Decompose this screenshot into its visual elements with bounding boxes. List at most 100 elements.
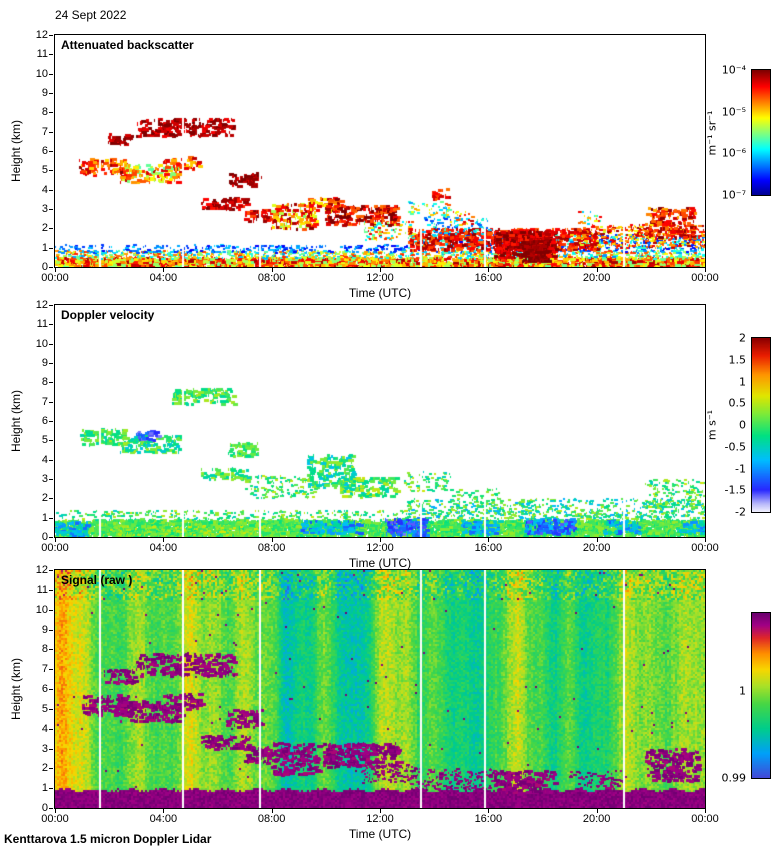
colorbar-tick-label: -0.5 [724,440,746,454]
footer-instrument-label: Kenttarova 1.5 micron Doppler Lidar [4,832,212,846]
x-tick-label: 04:00 [149,813,178,825]
date-label: 24 Sept 2022 [55,8,127,22]
x-tick-mark [488,538,490,542]
y-tick-mark [49,73,53,75]
x-tick-mark [596,268,598,272]
y-tick-label: 2 [41,762,48,775]
x-tick-label: 00:00 [691,813,719,825]
y-tick-label: 8 [41,376,48,389]
y-tick-mark [49,247,53,249]
y-tick-label: 10 [35,603,48,616]
y-tick-mark [49,498,53,500]
velocity-heatmap [54,304,706,538]
y-tick-label: 12 [35,299,48,311]
y-tick-mark [49,131,53,133]
y-tick-mark [49,589,53,591]
signal-colorbar [751,612,771,779]
colorbar-tick-label: 10⁻⁴ [721,63,746,77]
x-tick-label: 20:00 [582,272,611,284]
y-tick-label: 5 [41,702,48,715]
y-tick-label: 4 [41,453,48,466]
x-tick-label: 08:00 [257,542,286,554]
x-tick-mark [596,809,598,813]
y-tick-mark [49,440,53,442]
y-tick-mark [49,479,53,480]
y-tick-label: 10 [35,67,48,80]
x-tick-label: 16:00 [474,272,503,284]
velocity-colorbar-unit-label: m s⁻¹ [705,409,719,441]
panel-title-backscatter: Attenuated backscatter [61,38,194,52]
x-tick-mark [596,538,598,542]
y-tick-label: 2 [41,492,48,505]
x-tick-label: 12:00 [366,272,394,284]
x-tick-label: 12:00 [366,813,394,825]
y-tick-mark [49,343,53,345]
colorbar-tick-label: 10⁻⁷ [721,188,746,202]
colorbar-tick-label: 10⁻⁵ [721,105,746,119]
y-tick-label: 1 [41,511,48,524]
y-tick-mark [49,151,53,152]
y-tick-mark [49,267,53,268]
y-tick-mark [49,170,53,172]
y-tick-label: 0 [41,531,48,543]
y-tick-mark [49,382,53,384]
y-tick-label: 11 [36,48,48,61]
colorbar-tick-label: 0 [739,418,746,432]
y-tick-label: 9 [41,357,48,369]
x-tick-label: 00:00 [41,813,69,825]
colorbar-tick-label: 1 [739,375,746,388]
y-tick-mark [49,459,53,461]
x-tick-mark [271,809,273,813]
y-tick-label: 5 [41,164,48,177]
backscatter-colorbar [751,69,771,196]
y-tick-mark [49,54,53,56]
x-tick-mark [380,538,381,542]
x-tick-label: 00:00 [691,272,719,284]
x-tick-label: 04:00 [149,272,178,284]
y-tick-label: 2 [41,222,48,235]
y-tick-label: 9 [41,623,48,636]
x-tick-mark [705,809,706,813]
y-tick-mark [49,748,53,750]
x-tick-mark [163,809,165,813]
y-tick-label: 7 [41,395,48,408]
y-tick-label: 3 [41,473,48,485]
y-tick-mark [49,363,53,364]
y-tick-label: 9 [41,87,48,99]
colorbar-tick-label: -1.5 [724,483,746,497]
x-tick-mark [163,268,165,272]
y-tick-label: 6 [41,683,48,695]
height-axis-label: Height (km) [9,389,23,453]
x-tick-label: 08:00 [257,272,286,284]
y-tick-label: 4 [41,183,48,196]
y-tick-mark [49,517,53,519]
y-tick-mark [49,768,53,770]
colorbar-tick-label: -1 [735,462,746,475]
colorbar-tick-label: -2 [735,505,746,519]
y-tick-mark [49,708,53,710]
x-tick-mark [380,268,381,272]
x-tick-label: 20:00 [582,813,611,825]
y-tick-mark [49,570,53,571]
y-tick-mark [49,189,53,191]
x-tick-label: 04:00 [149,542,178,554]
x-tick-label: 12:00 [366,542,394,554]
y-tick-label: 12 [35,564,48,576]
y-tick-mark [49,93,53,94]
y-tick-mark [49,228,53,230]
y-tick-mark [49,112,53,114]
x-tick-mark [705,538,706,542]
y-tick-label: 7 [41,663,48,676]
y-tick-label: 8 [41,106,48,119]
colorbar-tick-label: 10⁻⁶ [721,146,746,160]
x-tick-label: 20:00 [582,542,611,554]
colorbar-tick-label: 2 [739,331,746,345]
x-tick-label: 00:00 [691,542,719,554]
backscatter-heatmap [54,34,706,268]
x-tick-mark [488,268,490,272]
y-tick-mark [49,421,53,422]
colorbar-tick-label: 0.5 [728,396,747,410]
y-tick-label: 6 [41,145,48,157]
y-tick-mark [49,629,53,631]
